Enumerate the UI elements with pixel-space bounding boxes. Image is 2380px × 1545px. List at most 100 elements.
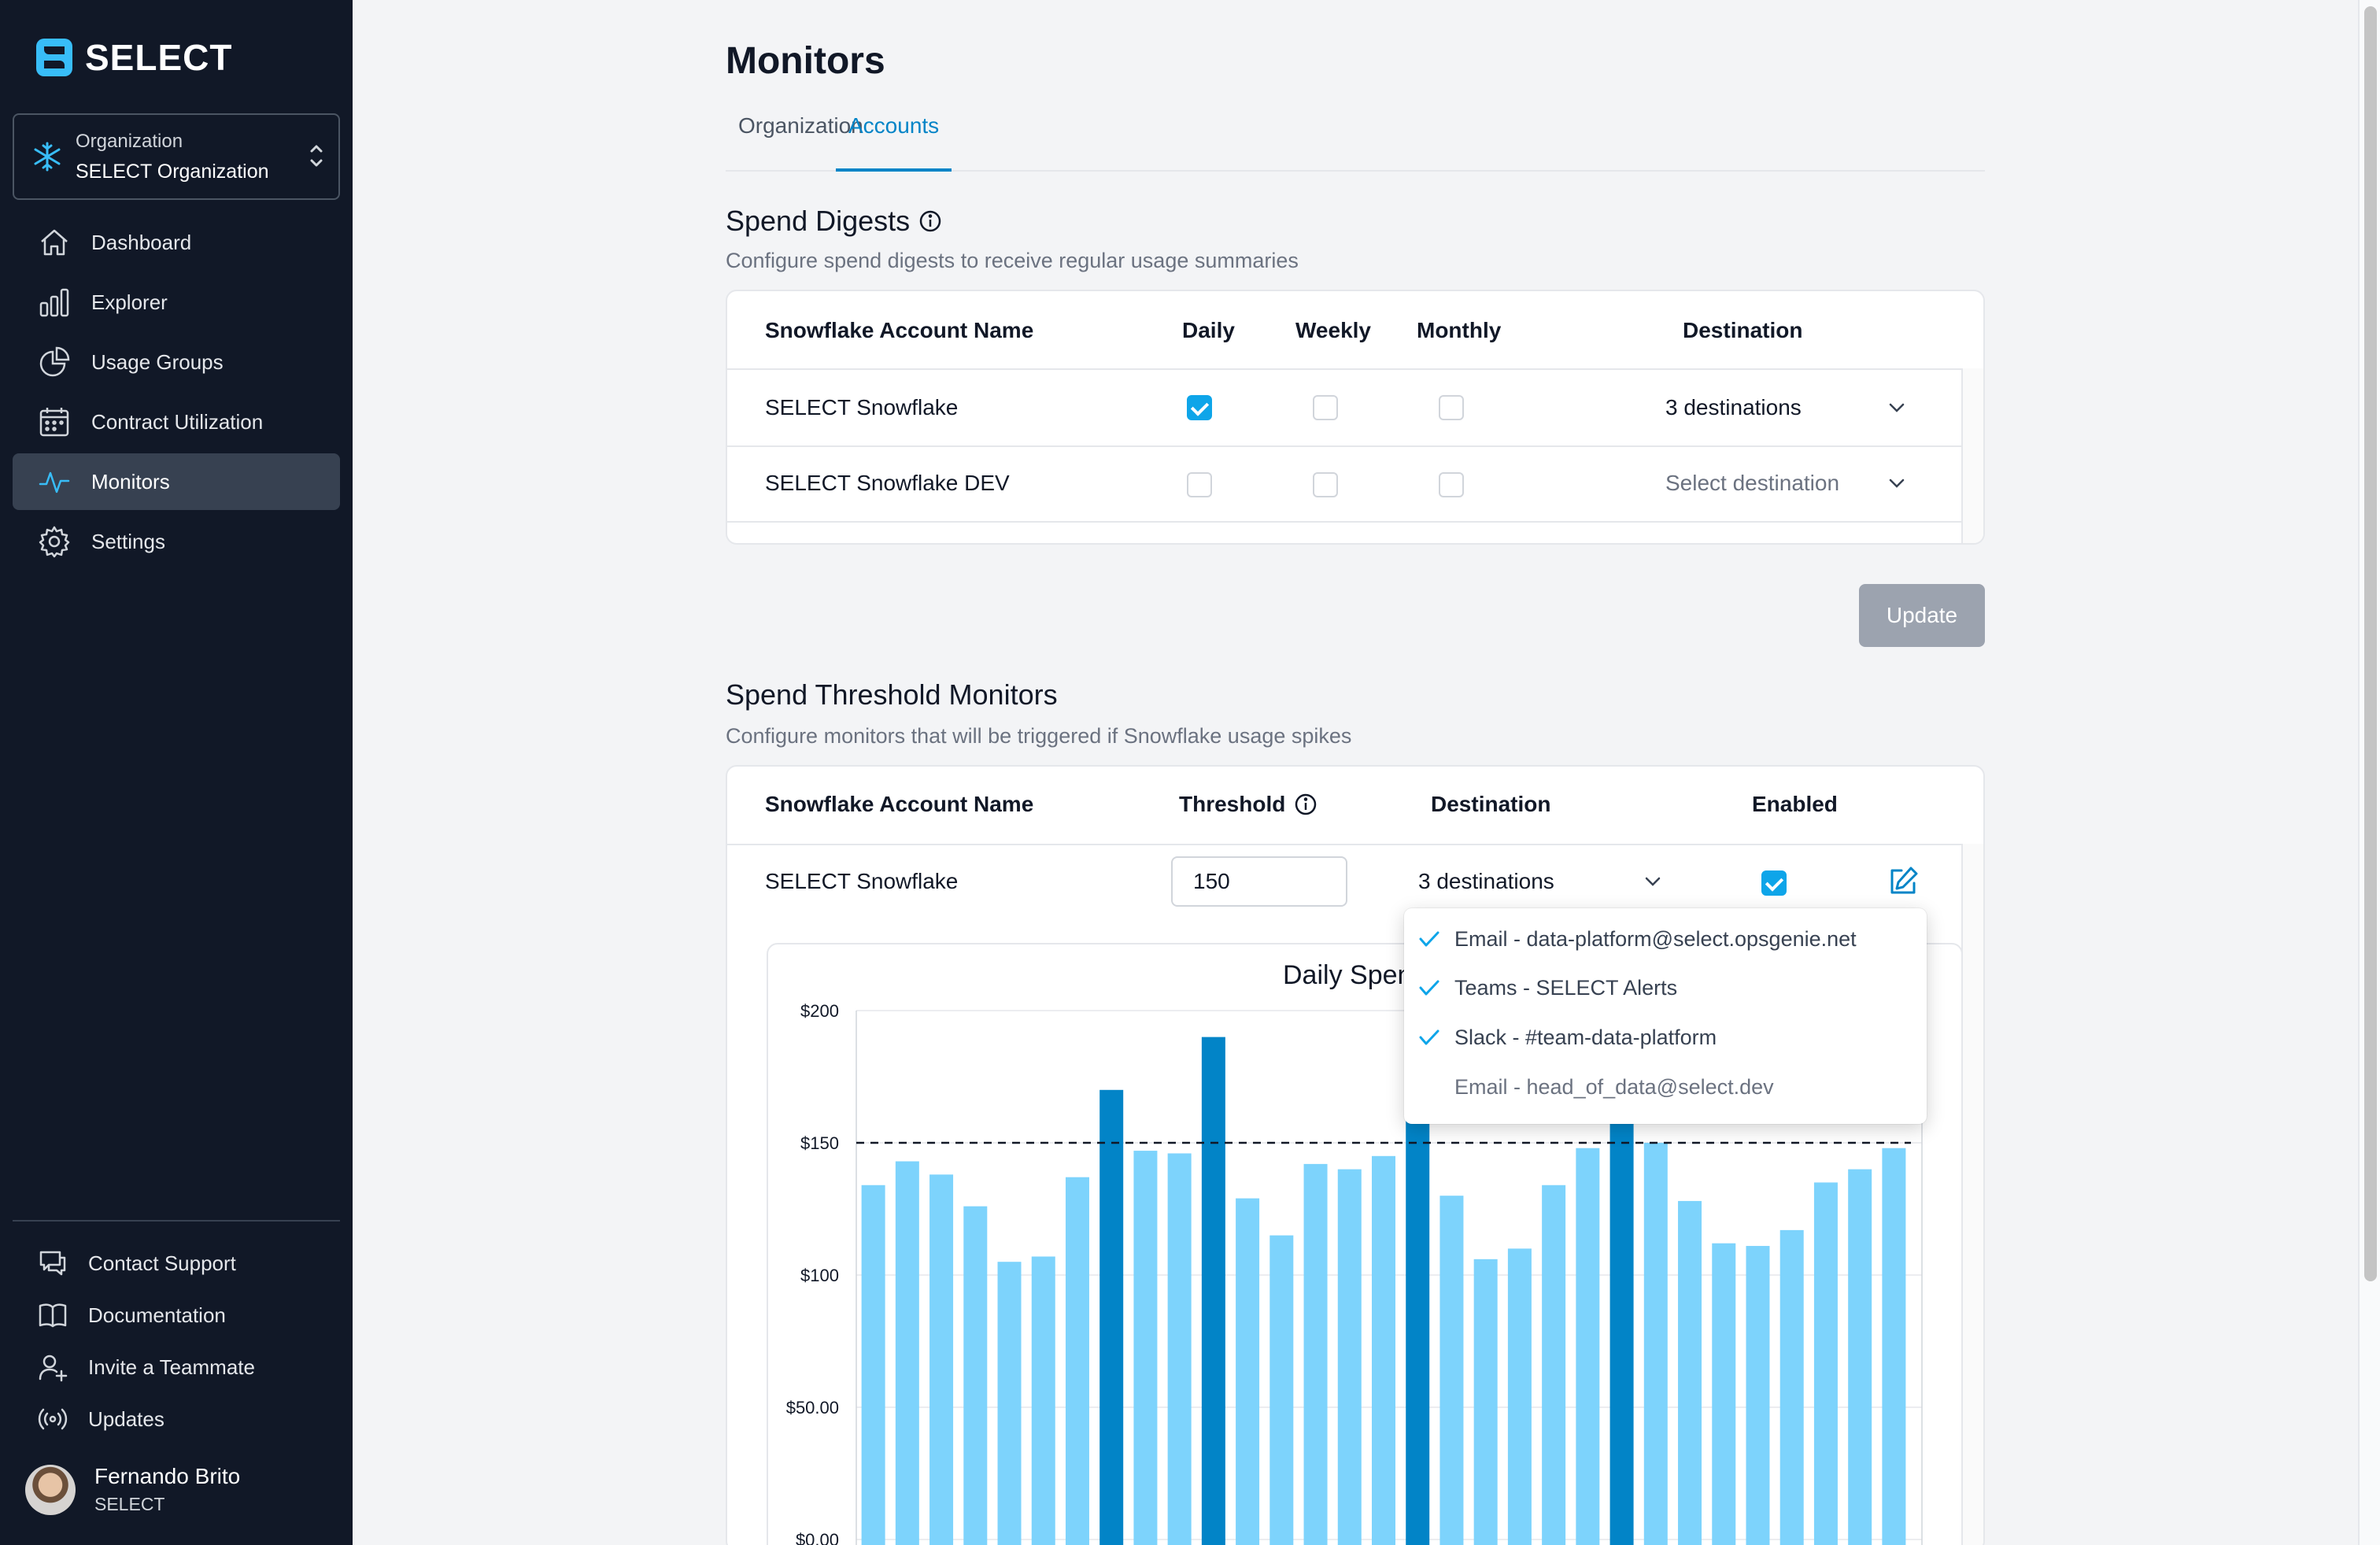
nav-item-explorer[interactable]: Explorer xyxy=(13,274,340,331)
nav-item-contact-support[interactable]: Contact Support xyxy=(13,1237,340,1289)
sidebar: SELECT Organization SELECT Organization … xyxy=(0,0,353,1545)
user-plus-icon xyxy=(38,1352,68,1382)
chart-bar xyxy=(963,1206,988,1545)
chart-bar xyxy=(1201,1037,1225,1545)
chart-bar xyxy=(1712,1243,1736,1545)
table-scrollbar[interactable] xyxy=(1961,844,1983,1545)
chart-bar xyxy=(1542,1185,1566,1545)
page-scrollbar-thumb[interactable] xyxy=(2364,6,2377,1281)
book-icon xyxy=(38,1300,68,1330)
bar-chart-icon xyxy=(38,286,71,319)
pie-chart-icon xyxy=(38,346,71,379)
chart-bar xyxy=(1133,1151,1158,1545)
select-logo-icon xyxy=(36,39,72,76)
weekly-checkbox[interactable] xyxy=(1313,472,1338,497)
nav-item-label: Explorer xyxy=(91,290,168,314)
nav-item-usage-groups[interactable]: Usage Groups xyxy=(13,334,340,390)
column-header-destination: Destination xyxy=(1431,792,1551,816)
chart-bar xyxy=(1337,1169,1362,1545)
info-icon[interactable] xyxy=(918,209,943,234)
nav-item-settings[interactable]: Settings xyxy=(13,513,340,570)
daily-checkbox[interactable] xyxy=(1187,472,1212,497)
column-header-monthly: Monthly xyxy=(1417,318,1502,342)
threshold-input[interactable]: 150 xyxy=(1171,856,1347,907)
chart-bar xyxy=(861,1185,885,1545)
chevron-down-icon[interactable] xyxy=(1886,397,1908,419)
column-header-enabled: Enabled xyxy=(1752,792,1838,816)
nav-item-dashboard[interactable]: Dashboard xyxy=(13,214,340,271)
row-divider xyxy=(727,368,1963,370)
tab-accounts[interactable]: Accounts xyxy=(836,110,952,172)
nav-item-invite-teammate[interactable]: Invite a Teammate xyxy=(13,1341,340,1393)
y-tick-label: $50.00 xyxy=(786,1398,839,1417)
chat-icon xyxy=(38,1248,68,1278)
chevron-down-icon[interactable] xyxy=(1886,472,1908,494)
info-icon[interactable] xyxy=(1293,792,1318,817)
column-header-destination: Destination xyxy=(1683,318,1803,342)
broadcast-icon xyxy=(38,1404,68,1434)
logo-text: SELECT xyxy=(85,37,233,78)
spend-digests-table: Snowflake Account Name Daily Weekly Mont… xyxy=(726,290,1985,545)
chart-bar xyxy=(1848,1169,1872,1545)
select-logo[interactable]: SELECT xyxy=(36,36,232,79)
chart-bar xyxy=(1269,1235,1294,1545)
y-tick-label: $0.00 xyxy=(796,1530,839,1545)
weekly-checkbox[interactable] xyxy=(1313,395,1338,420)
organization-label: Organization xyxy=(76,130,183,152)
nav-item-label: Monitors xyxy=(91,469,170,493)
destination-select[interactable]: 3 destinations xyxy=(1665,395,1802,420)
chevron-down-icon[interactable] xyxy=(1642,870,1664,893)
destination-option[interactable]: Teams - SELECT Alerts xyxy=(1404,963,1927,1012)
chart-bar xyxy=(1882,1148,1906,1545)
chart-bar xyxy=(1779,1229,1804,1545)
home-icon xyxy=(38,226,71,259)
monthly-checkbox[interactable] xyxy=(1439,395,1464,420)
threshold-monitors-subtitle: Configure monitors that will be triggere… xyxy=(726,724,1352,748)
chart-bar xyxy=(1099,1089,1124,1545)
column-header-account: Snowflake Account Name xyxy=(765,792,1034,816)
organization-switcher[interactable]: Organization SELECT Organization xyxy=(13,113,340,200)
update-button[interactable]: Update xyxy=(1859,584,1985,647)
chart-bar xyxy=(1813,1182,1838,1545)
destination-option[interactable]: Email - data-platform@select.opsgenie.ne… xyxy=(1404,915,1927,963)
tab-organization[interactable]: Organization xyxy=(738,113,863,138)
activity-icon xyxy=(38,465,71,498)
nav-item-label: Contact Support xyxy=(88,1251,236,1275)
destination-option[interactable]: Email - head_of_data@select.dev xyxy=(1404,1063,1927,1111)
y-tick-label: $100 xyxy=(800,1266,839,1285)
destination-select[interactable]: 3 destinations xyxy=(1418,869,1554,893)
row-divider xyxy=(727,844,1963,845)
destination-option[interactable]: Slack - #team-data-platform xyxy=(1404,1013,1927,1062)
nav-item-label: Documentation xyxy=(88,1303,226,1327)
y-tick-label: $200 xyxy=(800,1001,839,1021)
chart-bar xyxy=(1406,1066,1430,1545)
daily-checkbox[interactable] xyxy=(1187,395,1212,420)
nav-item-updates[interactable]: Updates xyxy=(13,1393,340,1445)
chart-bar xyxy=(1372,1155,1395,1545)
page-scrollbar[interactable] xyxy=(2358,0,2380,1545)
chart-bar xyxy=(929,1174,954,1545)
chart-bar xyxy=(997,1262,1022,1545)
monthly-checkbox[interactable] xyxy=(1439,472,1464,497)
destination-option-label: Teams - SELECT Alerts xyxy=(1454,975,1678,1000)
destination-option-label: Slack - #team-data-platform xyxy=(1454,1025,1717,1049)
gear-icon xyxy=(38,525,71,558)
daily-spend-chart: Daily Spen $200 $150 $100 $50.00 $0.00 xyxy=(767,943,1963,1545)
table-scrollbar[interactable] xyxy=(1961,368,1983,543)
row-divider xyxy=(727,521,1963,523)
nav-item-contract-utilization[interactable]: Contract Utilization xyxy=(13,394,340,450)
threshold-monitors-table: Snowflake Account Name Threshold Destina… xyxy=(726,765,1985,1545)
avatar xyxy=(25,1464,76,1515)
destination-select[interactable]: Select destination xyxy=(1665,471,1840,495)
nav-item-monitors[interactable]: Monitors xyxy=(13,453,340,510)
edit-icon[interactable] xyxy=(1886,864,1920,899)
calendar-icon xyxy=(38,405,71,438)
threshold-monitors-title: Spend Threshold Monitors xyxy=(726,678,1058,711)
check-icon xyxy=(1404,915,1454,963)
nav-item-documentation[interactable]: Documentation xyxy=(13,1289,340,1341)
y-tick-label: $150 xyxy=(800,1133,839,1153)
account-name: SELECT Snowflake DEV xyxy=(765,471,1010,495)
enabled-checkbox[interactable] xyxy=(1761,870,1787,896)
user-profile[interactable]: Fernando Brito SELECT xyxy=(25,1464,240,1515)
destination-dropdown: Email - data-platform@select.opsgenie.ne… xyxy=(1404,908,1927,1124)
